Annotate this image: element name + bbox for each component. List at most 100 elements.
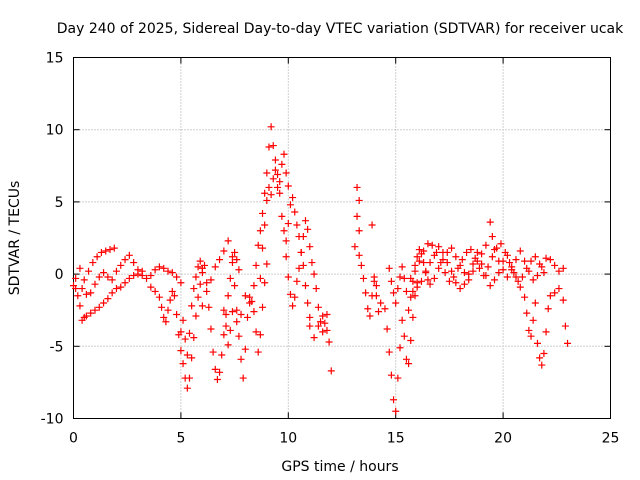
data-point	[231, 248, 239, 256]
data-point	[503, 273, 511, 281]
data-point	[250, 308, 258, 316]
data-point	[499, 257, 507, 265]
data-point	[405, 360, 413, 368]
data-point	[235, 332, 243, 340]
data-point	[559, 296, 567, 304]
data-point	[190, 334, 198, 342]
data-point	[533, 339, 541, 347]
data-point	[478, 250, 486, 258]
data-point	[473, 248, 481, 256]
data-point	[559, 264, 567, 272]
data-point	[269, 142, 277, 150]
data-point	[261, 189, 269, 197]
data-point	[306, 243, 314, 251]
data-point	[108, 276, 116, 284]
data-point	[130, 272, 138, 280]
data-point	[151, 287, 159, 295]
data-points	[70, 123, 572, 415]
data-point	[291, 293, 299, 301]
data-point	[516, 247, 524, 255]
data-point	[390, 396, 398, 404]
data-point	[284, 273, 292, 281]
y-tick-label: 10	[46, 123, 64, 139]
data-point	[488, 233, 496, 241]
data-point	[252, 261, 260, 269]
data-point	[188, 302, 196, 310]
data-point	[448, 244, 456, 252]
data-point	[224, 237, 232, 245]
data-point	[256, 227, 264, 235]
data-point	[286, 201, 294, 209]
data-point	[192, 273, 200, 281]
data-point	[383, 325, 391, 333]
data-point	[355, 251, 363, 259]
data-point	[525, 326, 533, 334]
data-point	[190, 285, 198, 293]
data-point	[495, 269, 503, 277]
data-point	[435, 243, 443, 251]
x-tick-label: 20	[494, 431, 512, 447]
data-point	[168, 287, 176, 295]
data-point	[155, 293, 163, 301]
data-point	[276, 178, 284, 186]
data-point	[394, 374, 402, 382]
data-point	[261, 221, 269, 229]
data-point	[304, 225, 312, 233]
data-point	[497, 240, 505, 248]
data-point	[203, 279, 211, 287]
data-point	[362, 289, 370, 297]
data-point	[276, 189, 284, 197]
data-point	[392, 299, 400, 307]
data-point	[491, 276, 499, 284]
data-point	[482, 272, 490, 280]
data-point	[177, 347, 185, 355]
data-point	[222, 311, 230, 319]
data-point	[357, 261, 365, 269]
data-point	[117, 261, 125, 269]
data-point	[398, 316, 406, 324]
data-point	[443, 259, 451, 267]
x-tick-label: 0	[69, 431, 78, 447]
data-point	[353, 183, 361, 191]
data-point	[317, 318, 325, 326]
data-point	[426, 280, 434, 288]
data-point	[465, 270, 473, 278]
data-point	[417, 277, 425, 285]
data-point	[310, 334, 318, 342]
data-point	[293, 221, 301, 229]
data-point	[531, 253, 539, 261]
data-point	[448, 267, 456, 275]
data-point	[74, 292, 82, 300]
data-point	[72, 285, 80, 293]
data-point	[160, 313, 168, 321]
data-point	[561, 322, 569, 330]
data-point	[396, 344, 404, 352]
data-point	[228, 253, 236, 261]
data-point	[239, 374, 247, 382]
data-point	[87, 309, 95, 317]
data-point	[151, 266, 159, 274]
data-point	[387, 371, 395, 379]
data-point	[97, 248, 105, 256]
data-point	[368, 221, 376, 229]
data-point	[121, 279, 129, 287]
data-point	[194, 263, 202, 271]
data-point	[430, 274, 438, 282]
data-point	[351, 243, 359, 251]
data-point	[263, 196, 271, 204]
data-point	[482, 241, 490, 249]
data-point	[375, 308, 383, 316]
data-point	[366, 312, 374, 320]
data-point	[263, 169, 271, 177]
data-point	[364, 305, 372, 313]
data-point	[536, 354, 544, 362]
data-point	[551, 261, 559, 269]
data-point	[256, 331, 264, 339]
data-point	[551, 289, 559, 297]
data-point	[424, 240, 432, 248]
data-point	[355, 227, 363, 235]
y-tick-label: -10	[41, 412, 64, 428]
data-point	[475, 264, 483, 272]
data-point	[319, 328, 327, 336]
data-point	[392, 407, 400, 415]
